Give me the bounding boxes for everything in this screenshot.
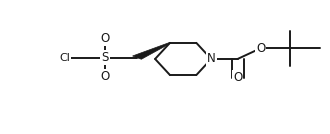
Text: O: O <box>233 71 242 84</box>
Text: O: O <box>256 42 265 55</box>
Text: N: N <box>207 52 215 66</box>
Text: S: S <box>101 51 109 64</box>
Text: O: O <box>100 32 110 45</box>
Text: Cl: Cl <box>59 53 70 63</box>
Polygon shape <box>133 43 171 59</box>
Text: O: O <box>100 70 110 83</box>
